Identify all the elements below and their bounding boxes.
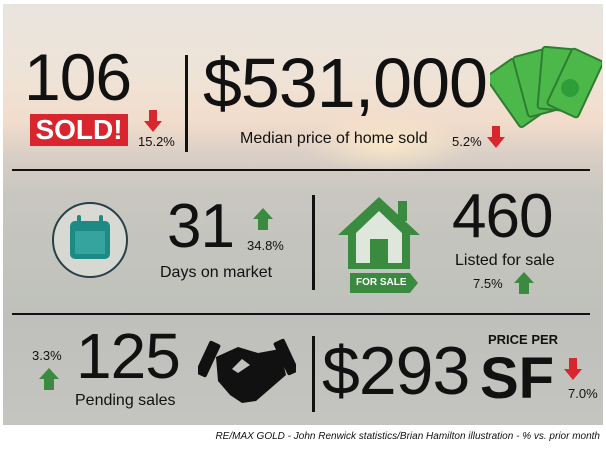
handshake-icon [198, 338, 296, 403]
price-per-sf-change: 7.0% [568, 386, 598, 401]
listed-change: 7.5% [473, 276, 503, 291]
divider [12, 313, 590, 315]
median-price-change: 5.2% [452, 134, 482, 149]
pending-change: 3.3% [32, 348, 62, 363]
price-per-sf-value: $293 [322, 333, 470, 409]
divider [312, 336, 315, 412]
days-label: Days on market [160, 264, 273, 281]
days-change: 34.8% [247, 238, 284, 253]
median-price-value: $531,000 [203, 44, 488, 122]
price-per-label: PRICE PER [488, 332, 559, 347]
pending-value: 125 [76, 320, 181, 392]
pending-label: Pending sales [75, 392, 176, 409]
days-value: 31 [167, 192, 235, 261]
listed-value: 460 [452, 182, 553, 251]
arrow-up-icon [39, 368, 59, 390]
for-sale-sign: FOR SALE [350, 273, 418, 293]
arrow-up-icon [514, 272, 534, 294]
arrow-down-icon [564, 358, 582, 380]
footer-credit: RE/MAX GOLD - John Renwick statistics/Br… [215, 431, 600, 442]
divider [12, 169, 590, 171]
sold-count: 106 [24, 40, 132, 114]
listed-label: Listed for sale [455, 252, 555, 269]
sold-badge: SOLD! [30, 114, 128, 146]
divider [185, 55, 188, 152]
arrow-down-icon [144, 110, 162, 132]
median-price-label: Median price of home sold [240, 130, 428, 147]
sold-change: 15.2% [138, 134, 175, 149]
money-icon [490, 45, 602, 128]
sf-label: SF [480, 346, 555, 411]
arrow-down-icon [487, 126, 505, 148]
divider [312, 195, 315, 290]
arrow-up-icon [253, 208, 273, 230]
calendar-icon [52, 202, 128, 278]
house-icon [338, 197, 420, 269]
